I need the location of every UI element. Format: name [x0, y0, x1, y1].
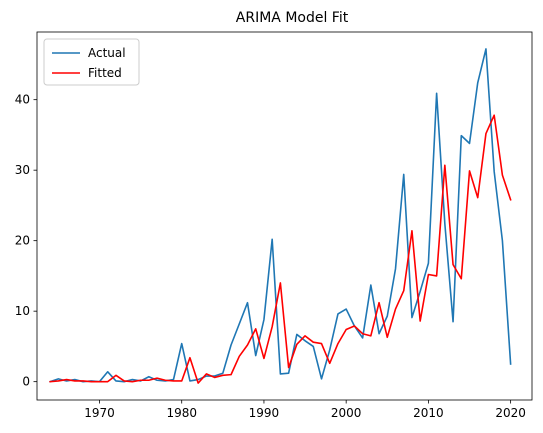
x-tick-label: 1980 — [166, 406, 197, 420]
y-axis: 0 10 20 30 40 — [15, 93, 37, 389]
legend-label-actual: Actual — [88, 46, 126, 60]
x-tick-label: 2010 — [413, 406, 444, 420]
y-tick-label: 40 — [15, 93, 30, 107]
series-layer — [49, 48, 512, 384]
y-tick-label: 30 — [15, 163, 30, 177]
legend: Actual Fitted — [43, 38, 140, 86]
y-tick-label: 20 — [15, 234, 30, 248]
x-tick-label: 1970 — [84, 406, 115, 420]
x-tick-label: 2000 — [331, 406, 362, 420]
chart-title: ARIMA Model Fit — [236, 10, 349, 26]
y-tick-label: 0 — [22, 375, 30, 389]
plot-frame — [36, 31, 533, 401]
series-line-fitted — [49, 114, 512, 384]
y-tick-label: 10 — [15, 304, 30, 318]
x-axis: 1970 1980 1990 2000 2010 2020 — [84, 400, 526, 420]
plot-area — [36, 31, 533, 401]
legend-label-fitted: Fitted — [88, 66, 122, 80]
x-tick-label: 1990 — [249, 406, 280, 420]
x-tick-label: 2020 — [495, 406, 526, 420]
